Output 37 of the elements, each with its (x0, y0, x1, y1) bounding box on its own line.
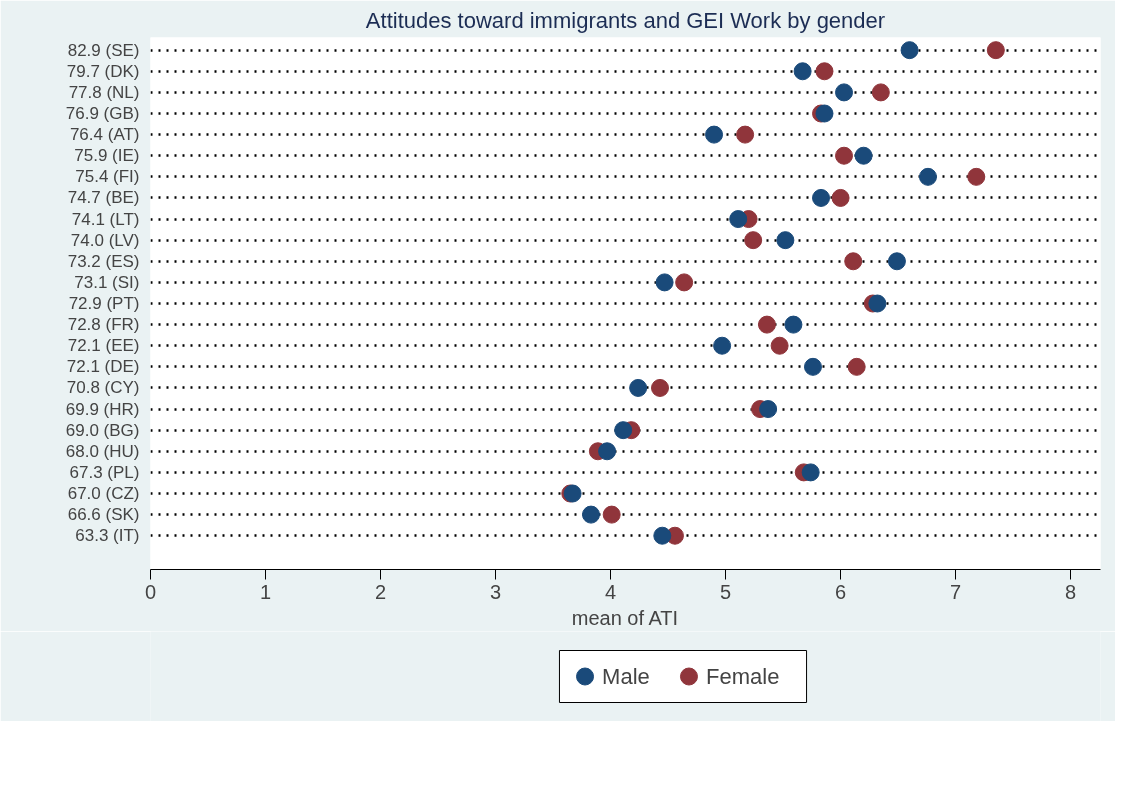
y-tick-label: 72.1 (EE) (67, 336, 140, 356)
y-tick-label: 68.0 (HU) (65, 441, 140, 461)
y-tick-label: 73.2 (ES) (67, 251, 140, 271)
y-tick-label: 67.0 (CZ) (67, 484, 140, 503)
y-tick-label: 69.0 (BG) (65, 420, 140, 440)
y-tick-label: 70.8 (CY) (66, 378, 140, 398)
y-tick-label: 69.9 (HR) (65, 399, 140, 419)
chart-title: Attitudes toward immigrants and GEI Work by gender (365, 7, 886, 33)
legend-label: Female (706, 664, 780, 689)
x-tick-label: 7 (950, 580, 962, 603)
y-tick-label: 74.0 (LV) (70, 230, 140, 250)
y-tick-label: 75.9 (IE) (74, 146, 140, 166)
y-tick-label: 67.3 (PL) (69, 462, 140, 482)
y-tick-label: 66.6 (SK) (67, 505, 140, 525)
x-tick-label: 6 (835, 580, 847, 603)
y-tick-label: 82.9 (SE) (67, 40, 140, 60)
legend-label: Male (602, 664, 650, 689)
y-tick-label: 76.4 (AT) (69, 125, 140, 145)
y-tick-label: 74.7 (BE) (67, 188, 140, 208)
x-tick-label: 5 (720, 580, 732, 603)
y-tick-label: 72.9 (PT) (68, 294, 140, 313)
y-tick-label: 79.7 (DK) (66, 61, 140, 81)
y-tick-label: 72.8 (FR) (67, 315, 140, 335)
y-tick-label: 75.4 (FI) (75, 167, 140, 187)
y-tick-label: 72.1 (DE) (66, 357, 140, 377)
x-tick-label: 3 (489, 580, 502, 603)
x-tick-label: 2 (374, 580, 387, 603)
x-tick-label: 0 (144, 580, 157, 603)
x-tick-label: 8 (1065, 580, 1077, 603)
y-tick-label: 76.9 (GB) (65, 104, 140, 123)
y-tick-label: 77.8 (NL) (68, 82, 140, 102)
x-axis-title: mean of ATI (571, 606, 679, 629)
y-tick-label: 63.3 (IT) (75, 526, 140, 546)
y-tick-label: 73.1 (SI) (74, 272, 140, 292)
x-tick-label: 4 (604, 580, 617, 603)
x-tick-label: 1 (259, 580, 272, 603)
y-tick-label: 74.1 (LT) (71, 209, 140, 229)
